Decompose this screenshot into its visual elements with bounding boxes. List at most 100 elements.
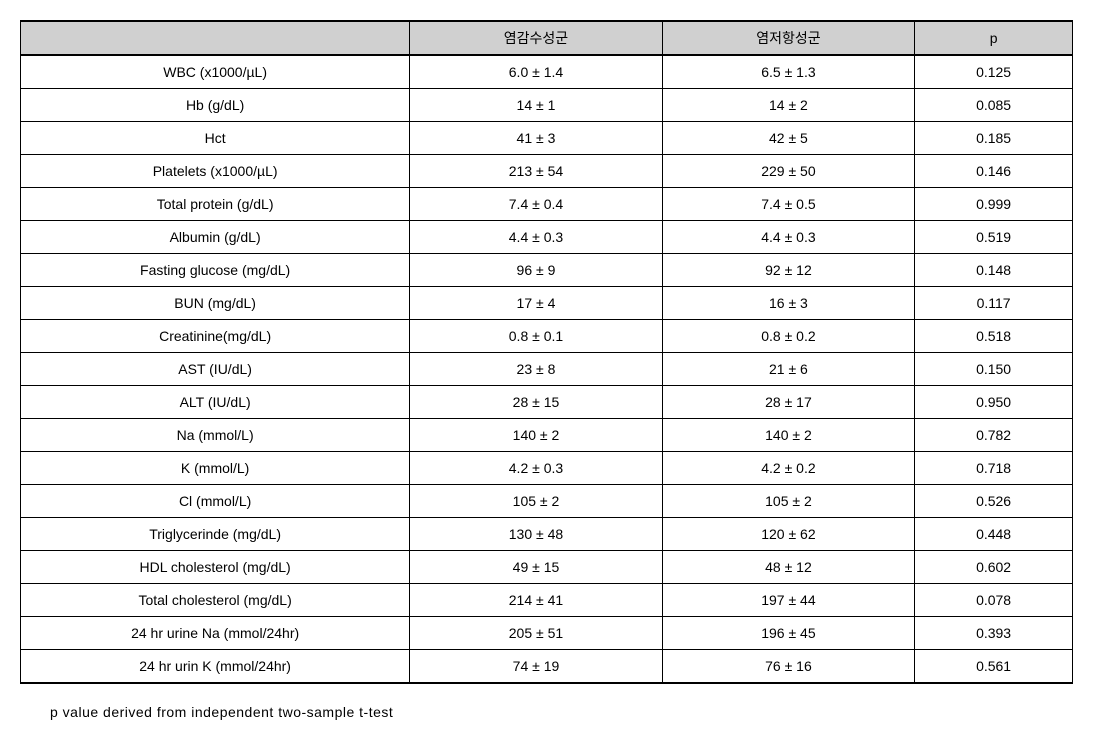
cell-group1: 0.8 ± 0.1 xyxy=(410,320,662,353)
cell-group2: 16 ± 3 xyxy=(662,287,914,320)
cell-p: 0.999 xyxy=(915,188,1073,221)
cell-param: WBC (x1000/µL) xyxy=(21,55,410,89)
cell-group1: 23 ± 8 xyxy=(410,353,662,386)
cell-param: Hct xyxy=(21,122,410,155)
cell-p: 0.117 xyxy=(915,287,1073,320)
cell-group1: 96 ± 9 xyxy=(410,254,662,287)
cell-p: 0.125 xyxy=(915,55,1073,89)
table-row: Na (mmol/L)140 ± 2140 ± 20.782 xyxy=(21,419,1073,452)
table-row: BUN (mg/dL)17 ± 416 ± 30.117 xyxy=(21,287,1073,320)
table-row: Fasting glucose (mg/dL)96 ± 992 ± 120.14… xyxy=(21,254,1073,287)
table-container: 염감수성군 염저항성군 p WBC (x1000/µL)6.0 ± 1.46.5… xyxy=(20,20,1073,720)
header-p: p xyxy=(915,21,1073,55)
cell-group1: 4.2 ± 0.3 xyxy=(410,452,662,485)
cell-group1: 140 ± 2 xyxy=(410,419,662,452)
cell-p: 0.085 xyxy=(915,89,1073,122)
cell-group1: 214 ± 41 xyxy=(410,584,662,617)
cell-group1: 49 ± 15 xyxy=(410,551,662,584)
cell-param: Cl (mmol/L) xyxy=(21,485,410,518)
cell-p: 0.519 xyxy=(915,221,1073,254)
table-row: Creatinine(mg/dL)0.8 ± 0.10.8 ± 0.20.518 xyxy=(21,320,1073,353)
table-row: K (mmol/L)4.2 ± 0.34.2 ± 0.20.718 xyxy=(21,452,1073,485)
cell-param: Triglycerinde (mg/dL) xyxy=(21,518,410,551)
cell-group2: 6.5 ± 1.3 xyxy=(662,55,914,89)
cell-p: 0.448 xyxy=(915,518,1073,551)
cell-param: Total cholesterol (mg/dL) xyxy=(21,584,410,617)
cell-param: Fasting glucose (mg/dL) xyxy=(21,254,410,287)
cell-p: 0.518 xyxy=(915,320,1073,353)
table-row: 24 hr urin K (mmol/24hr)74 ± 1976 ± 160.… xyxy=(21,650,1073,684)
table-row: Hct41 ± 342 ± 50.185 xyxy=(21,122,1073,155)
table-row: HDL cholesterol (mg/dL)49 ± 1548 ± 120.6… xyxy=(21,551,1073,584)
cell-group1: 6.0 ± 1.4 xyxy=(410,55,662,89)
cell-group2: 92 ± 12 xyxy=(662,254,914,287)
cell-group1: 14 ± 1 xyxy=(410,89,662,122)
cell-p: 0.185 xyxy=(915,122,1073,155)
table-header: 염감수성군 염저항성군 p xyxy=(21,21,1073,55)
cell-p: 0.782 xyxy=(915,419,1073,452)
cell-group1: 105 ± 2 xyxy=(410,485,662,518)
table-body: WBC (x1000/µL)6.0 ± 1.46.5 ± 1.30.125Hb … xyxy=(21,55,1073,683)
header-param xyxy=(21,21,410,55)
cell-group1: 130 ± 48 xyxy=(410,518,662,551)
cell-group2: 4.4 ± 0.3 xyxy=(662,221,914,254)
cell-group1: 4.4 ± 0.3 xyxy=(410,221,662,254)
cell-group2: 140 ± 2 xyxy=(662,419,914,452)
cell-param: K (mmol/L) xyxy=(21,452,410,485)
cell-param: Creatinine(mg/dL) xyxy=(21,320,410,353)
cell-p: 0.148 xyxy=(915,254,1073,287)
cell-group2: 0.8 ± 0.2 xyxy=(662,320,914,353)
cell-p: 0.146 xyxy=(915,155,1073,188)
cell-p: 0.561 xyxy=(915,650,1073,684)
table-row: WBC (x1000/µL)6.0 ± 1.46.5 ± 1.30.125 xyxy=(21,55,1073,89)
cell-param: Platelets (x1000/µL) xyxy=(21,155,410,188)
header-group2: 염저항성군 xyxy=(662,21,914,55)
cell-group2: 197 ± 44 xyxy=(662,584,914,617)
table-row: Total protein (g/dL)7.4 ± 0.47.4 ± 0.50.… xyxy=(21,188,1073,221)
cell-group2: 7.4 ± 0.5 xyxy=(662,188,914,221)
footnote: p value derived from independent two-sam… xyxy=(20,704,1073,720)
data-table: 염감수성군 염저항성군 p WBC (x1000/µL)6.0 ± 1.46.5… xyxy=(20,20,1073,684)
cell-group2: 42 ± 5 xyxy=(662,122,914,155)
cell-param: 24 hr urin K (mmol/24hr) xyxy=(21,650,410,684)
cell-param: Total protein (g/dL) xyxy=(21,188,410,221)
cell-param: AST (IU/dL) xyxy=(21,353,410,386)
header-row: 염감수성군 염저항성군 p xyxy=(21,21,1073,55)
cell-param: Na (mmol/L) xyxy=(21,419,410,452)
cell-group2: 196 ± 45 xyxy=(662,617,914,650)
cell-group2: 76 ± 16 xyxy=(662,650,914,684)
cell-group2: 28 ± 17 xyxy=(662,386,914,419)
cell-group2: 4.2 ± 0.2 xyxy=(662,452,914,485)
cell-group1: 7.4 ± 0.4 xyxy=(410,188,662,221)
table-row: Platelets (x1000/µL)213 ± 54229 ± 500.14… xyxy=(21,155,1073,188)
cell-group1: 213 ± 54 xyxy=(410,155,662,188)
cell-p: 0.150 xyxy=(915,353,1073,386)
cell-group2: 21 ± 6 xyxy=(662,353,914,386)
table-row: Total cholesterol (mg/dL)214 ± 41197 ± 4… xyxy=(21,584,1073,617)
cell-param: Albumin (g/dL) xyxy=(21,221,410,254)
header-group1: 염감수성군 xyxy=(410,21,662,55)
table-row: Hb (g/dL)14 ± 114 ± 20.085 xyxy=(21,89,1073,122)
cell-p: 0.393 xyxy=(915,617,1073,650)
cell-param: ALT (IU/dL) xyxy=(21,386,410,419)
cell-group1: 28 ± 15 xyxy=(410,386,662,419)
cell-param: 24 hr urine Na (mmol/24hr) xyxy=(21,617,410,650)
cell-group2: 14 ± 2 xyxy=(662,89,914,122)
cell-group1: 205 ± 51 xyxy=(410,617,662,650)
cell-param: BUN (mg/dL) xyxy=(21,287,410,320)
table-row: Cl (mmol/L)105 ± 2105 ± 20.526 xyxy=(21,485,1073,518)
cell-group2: 105 ± 2 xyxy=(662,485,914,518)
cell-param: Hb (g/dL) xyxy=(21,89,410,122)
cell-group1: 17 ± 4 xyxy=(410,287,662,320)
cell-group1: 41 ± 3 xyxy=(410,122,662,155)
cell-p: 0.718 xyxy=(915,452,1073,485)
table-row: Albumin (g/dL)4.4 ± 0.34.4 ± 0.30.519 xyxy=(21,221,1073,254)
cell-group2: 48 ± 12 xyxy=(662,551,914,584)
table-row: ALT (IU/dL)28 ± 1528 ± 170.950 xyxy=(21,386,1073,419)
cell-p: 0.526 xyxy=(915,485,1073,518)
cell-group2: 229 ± 50 xyxy=(662,155,914,188)
cell-p: 0.950 xyxy=(915,386,1073,419)
cell-param: HDL cholesterol (mg/dL) xyxy=(21,551,410,584)
table-row: 24 hr urine Na (mmol/24hr)205 ± 51196 ± … xyxy=(21,617,1073,650)
cell-p: 0.078 xyxy=(915,584,1073,617)
